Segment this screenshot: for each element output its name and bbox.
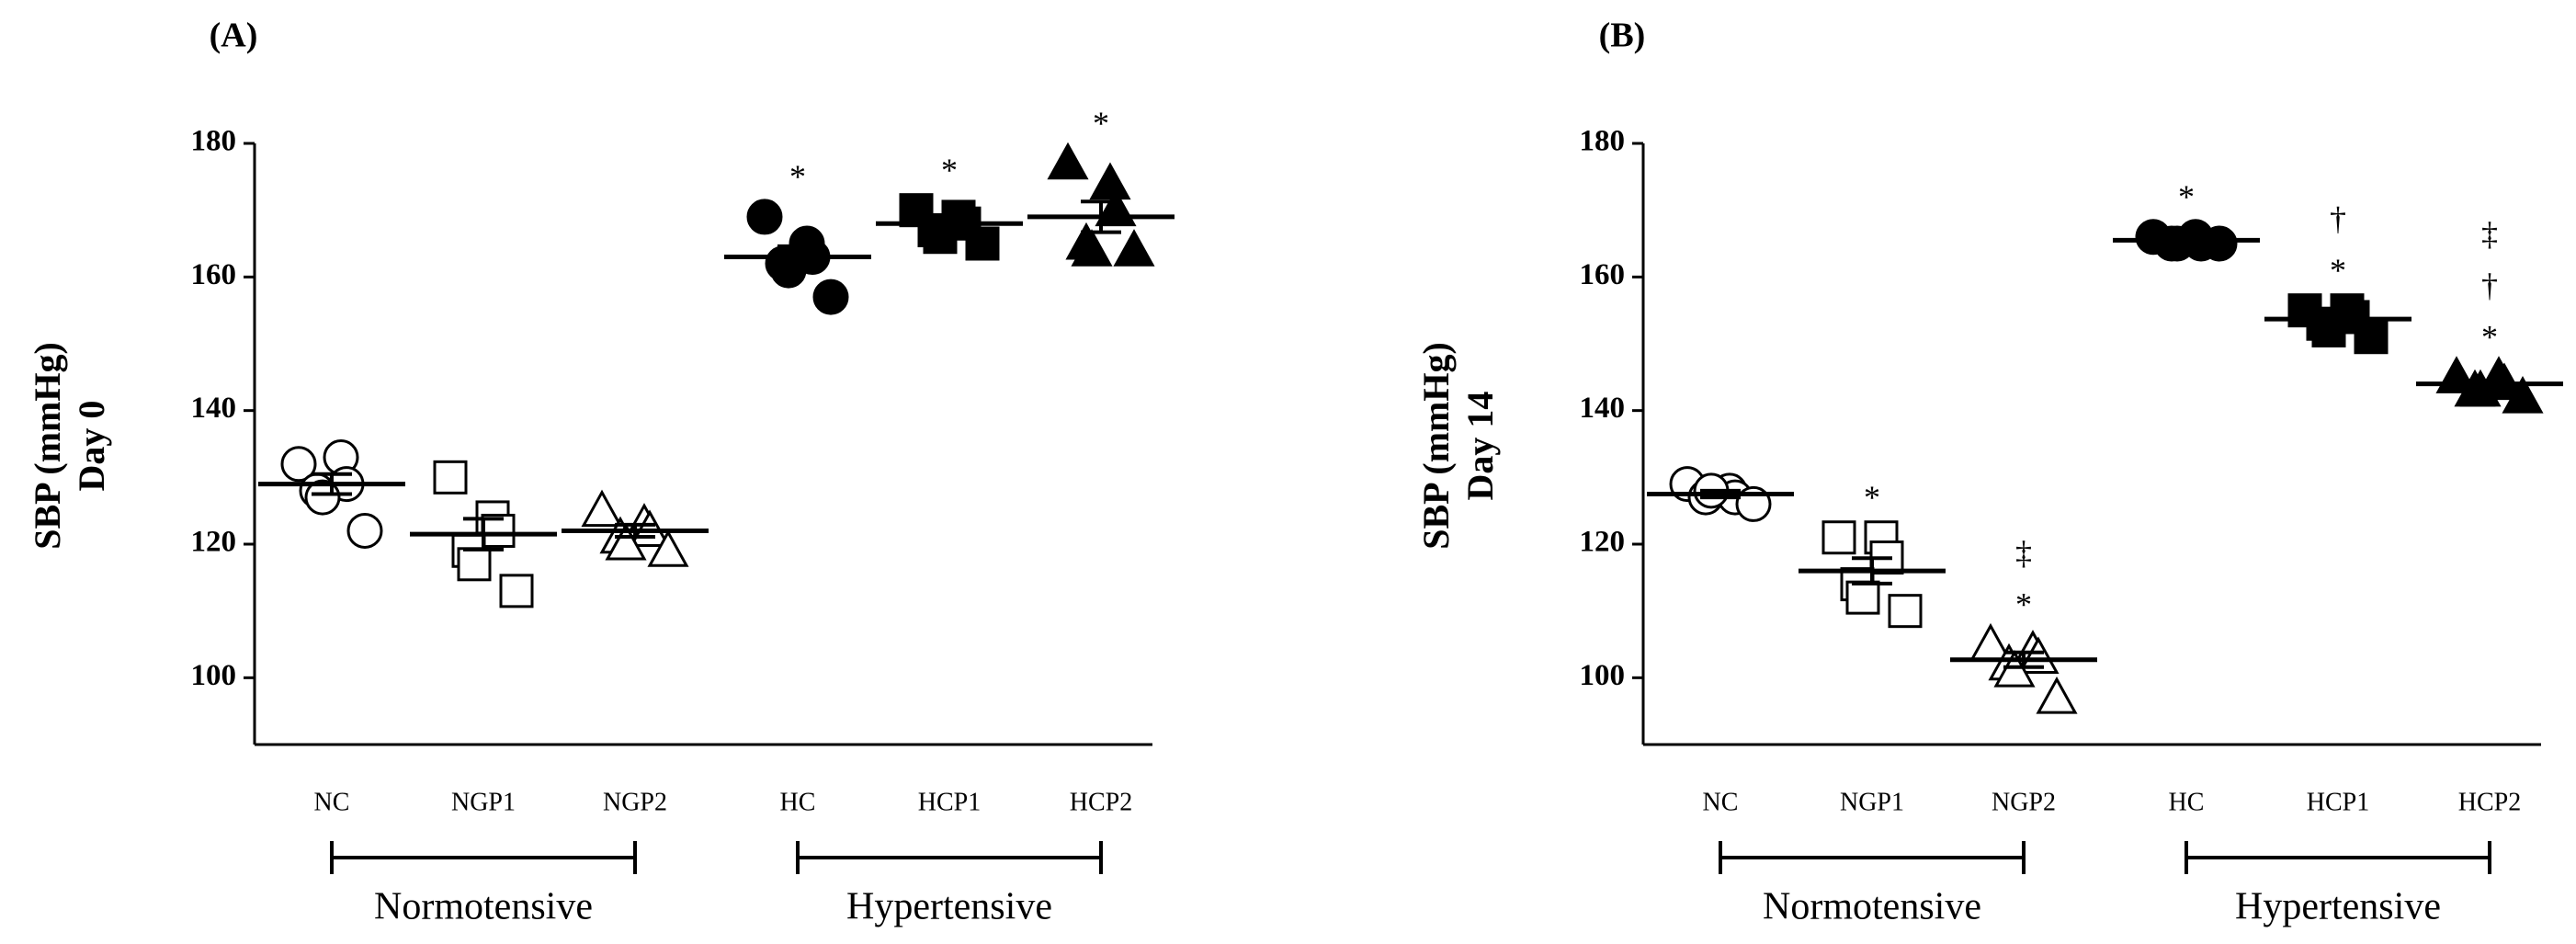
x-tick-label: HC [2169,788,2205,816]
y-tick-label: 120 [191,526,237,559]
group-label: Normotensive [374,886,593,928]
x-tick-label: NGP2 [603,788,667,816]
point [1047,142,1089,180]
error-bar [929,216,970,232]
annotation: * [2178,178,2195,215]
x-tick-label: NGP1 [1840,788,1904,816]
annotation: * [2481,319,2498,356]
y-axis-label: Day 14 [1459,392,1501,501]
x-tick-label: NC [1703,788,1739,816]
point [1888,594,1923,629]
point [746,199,783,235]
panel-title: (A) [210,17,258,55]
y-tick-label: 100 [191,659,237,692]
point [1993,649,2036,688]
point [2201,225,2238,262]
point [2354,320,2389,355]
point [1821,520,1856,555]
group-label: Hypertensive [846,886,1052,928]
y-tick-label: 100 [1580,659,1626,692]
y-tick-label: 140 [191,392,237,425]
x-tick-label: NGP2 [1992,788,2056,816]
y-tick-label: 120 [1580,526,1626,559]
y-axis-label: SBP (mmHg) [1415,342,1457,550]
annotation: ‡ [2481,216,2498,253]
y-tick-label: 180 [1580,125,1626,158]
x-tick-label: HC [780,788,816,816]
error-bar [2469,378,2510,390]
point [499,574,534,608]
group-label: Normotensive [1763,886,1981,928]
y-tick-label: 140 [1580,392,1626,425]
point [457,547,492,582]
x-tick-label: HCP1 [918,788,981,816]
error-bar [777,244,818,270]
point [280,446,317,483]
annotation: * [2330,252,2346,289]
annotation: ‡ [2015,534,2032,571]
annotation: * [1093,105,1109,142]
point [965,226,1000,261]
y-tick-label: 180 [191,125,237,158]
error-bar [312,472,352,496]
error-bar [615,522,655,540]
point [812,279,849,315]
x-tick-label: NGP1 [451,788,516,816]
point [2502,376,2544,414]
point [647,529,689,567]
annotation: * [2015,586,2032,622]
error-bar [1852,556,1892,586]
error-bar [2166,236,2207,245]
panel-title: (B) [1599,17,1646,55]
annotation: † [2330,200,2346,237]
x-tick-label: HCP2 [2458,788,2521,816]
error-bar [1700,488,1741,500]
group-label: Hypertensive [2235,886,2441,928]
error-bar [2318,313,2358,326]
point [605,522,647,561]
x-tick-label: HCP1 [2307,788,2369,816]
point [2036,677,2078,714]
point [581,489,623,528]
annotation: * [1864,479,1880,516]
error-bar [1081,199,1121,234]
y-axis-label: SBP (mmHg) [27,342,68,550]
point [2017,636,2060,675]
point [433,460,468,495]
point [1845,580,1880,615]
error-bar [2003,650,2044,669]
x-tick-label: NC [314,788,350,816]
y-tick-label: 160 [1580,258,1626,291]
point [1113,229,1155,267]
annotation: * [789,158,806,195]
x-tick-label: HCP2 [1070,788,1132,816]
error-bar [463,517,504,552]
annotation: * [941,152,958,188]
point [1089,162,1131,200]
y-axis-label: Day 0 [71,401,112,492]
point [346,512,383,549]
point [1071,229,1113,267]
y-tick-label: 160 [191,258,237,291]
annotation: † [2481,267,2498,304]
